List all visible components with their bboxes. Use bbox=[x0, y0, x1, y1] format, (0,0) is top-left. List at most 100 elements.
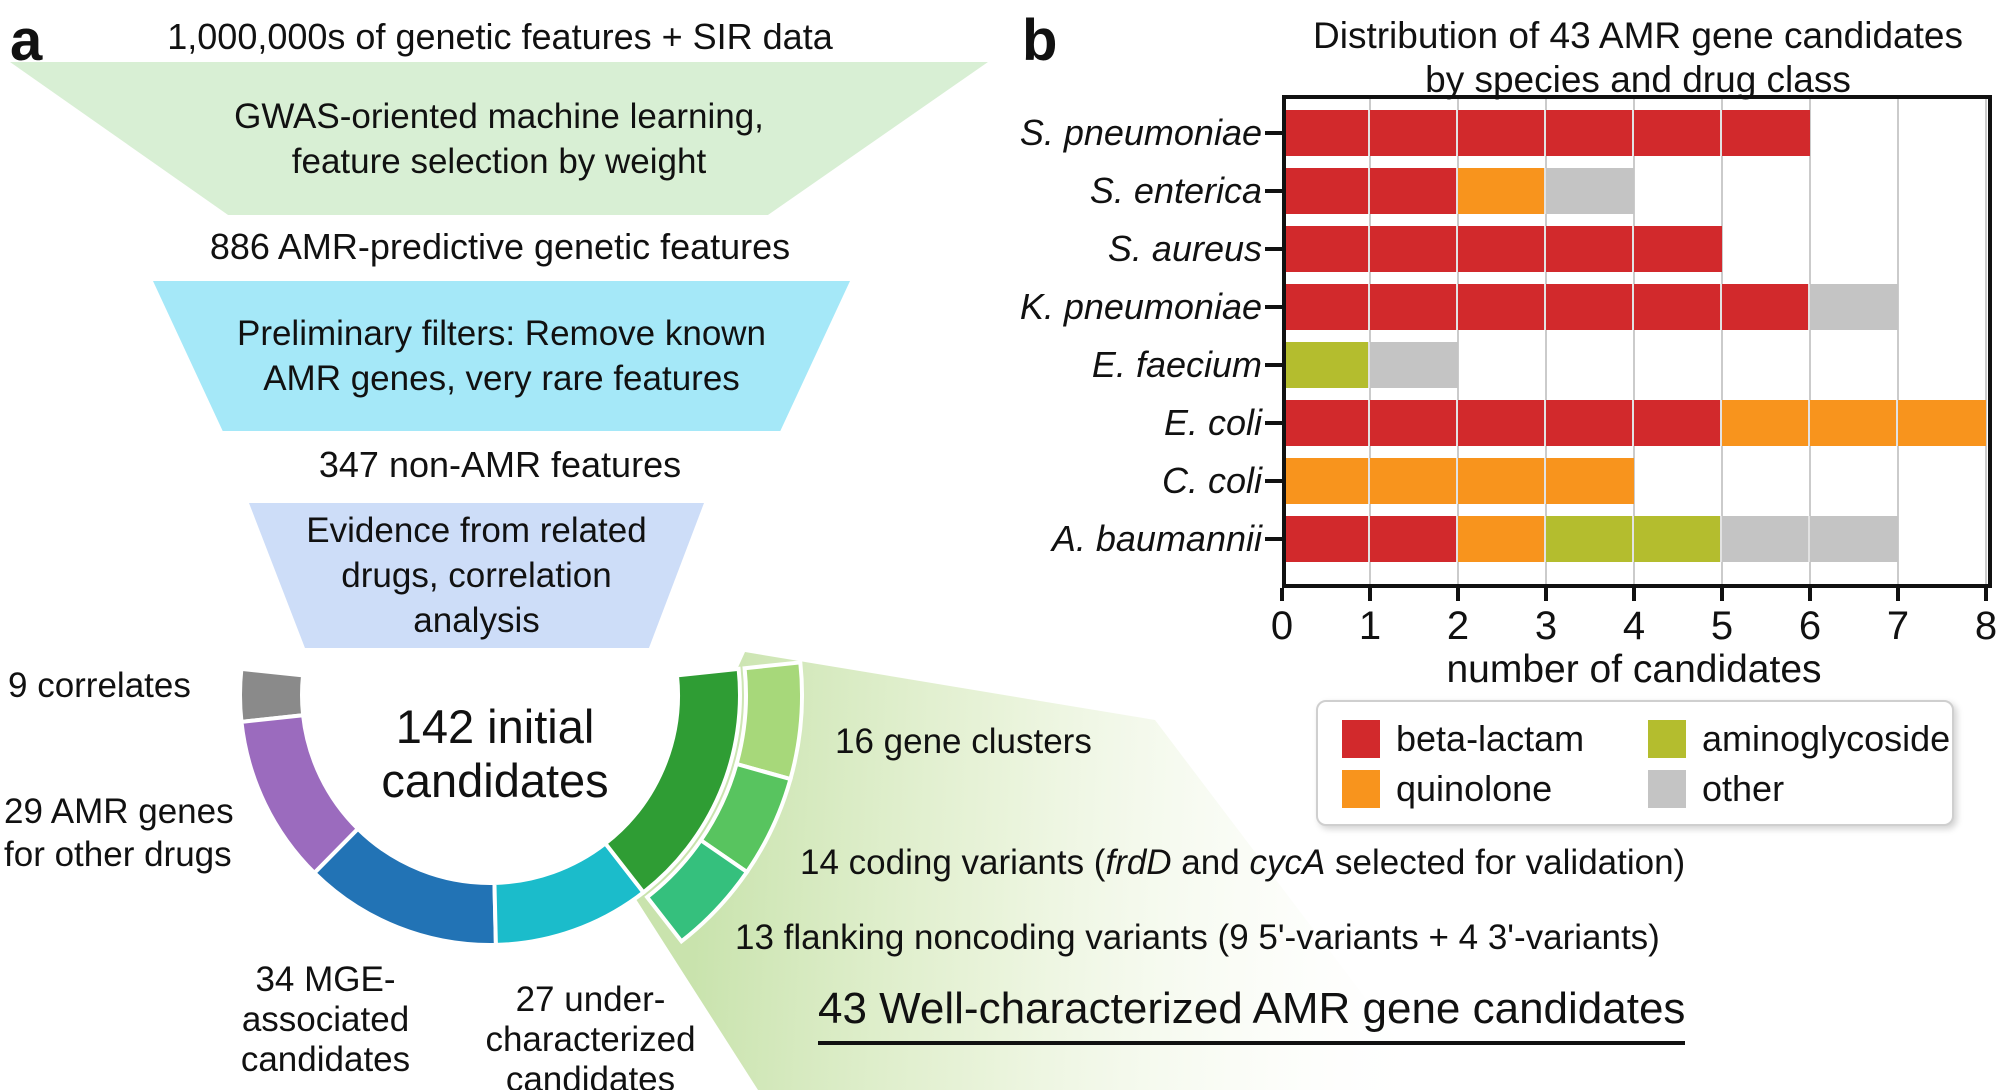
x-tick bbox=[1720, 588, 1724, 601]
bar-segment-quinolone bbox=[1898, 400, 1986, 446]
y-tick bbox=[1265, 479, 1282, 483]
x-tick-label: 6 bbox=[1798, 604, 1822, 648]
gridline bbox=[1897, 99, 1899, 584]
callout-total-candidates: 43 Well-characterized AMR gene candidate… bbox=[818, 984, 1686, 1045]
coding-mid: and bbox=[1171, 843, 1250, 882]
coding-pre: 14 coding variants ( bbox=[800, 843, 1106, 882]
bar-segment-beta-lactam bbox=[1370, 516, 1458, 562]
legend-label: other bbox=[1702, 768, 1785, 809]
bar-segment-beta-lactam bbox=[1282, 110, 1370, 156]
total-candidates-text: 43 Well-characterized AMR gene candidate… bbox=[818, 984, 1686, 1045]
bar-segment-quinolone bbox=[1370, 458, 1458, 504]
x-axis-label: number of candidates bbox=[1446, 648, 1822, 691]
gridline bbox=[1457, 99, 1459, 584]
donut-subslice-16 bbox=[734, 660, 804, 782]
legend-swatch-other bbox=[1648, 770, 1686, 808]
funnel-step-filters: Preliminary filters: Remove known AMR ge… bbox=[153, 281, 850, 431]
gene-frdD: frdD bbox=[1105, 843, 1172, 882]
legend-item-beta-lactam: beta-lactam bbox=[1342, 720, 1584, 758]
bar-segment-beta-lactam bbox=[1282, 168, 1370, 214]
legend-swatch-beta-lactam bbox=[1342, 720, 1380, 758]
y-tick bbox=[1265, 131, 1282, 135]
x-tick bbox=[1896, 588, 1900, 601]
legend-swatch-aminoglycoside bbox=[1648, 720, 1686, 758]
bar-segment-quinolone bbox=[1458, 168, 1546, 214]
x-tick-label: 8 bbox=[1974, 604, 1998, 648]
bar-segment-quinolone bbox=[1458, 458, 1546, 504]
y-tick bbox=[1265, 363, 1282, 367]
bar-segment-other bbox=[1810, 516, 1898, 562]
species-label: E. coli bbox=[1163, 402, 1262, 443]
bar-segment-beta-lactam bbox=[1370, 226, 1458, 272]
bar-segment-other bbox=[1810, 284, 1898, 330]
bar-segment-beta-lactam bbox=[1370, 284, 1458, 330]
bar-segment-beta-lactam bbox=[1722, 284, 1810, 330]
legend-swatch-quinolone bbox=[1342, 770, 1380, 808]
panel-a-label: a bbox=[10, 8, 43, 73]
gridline bbox=[1545, 99, 1547, 584]
bar-segment-beta-lactam bbox=[1282, 284, 1370, 330]
legend-item-other: other bbox=[1648, 770, 1784, 808]
species-label: C. coli bbox=[1161, 460, 1262, 501]
x-tick bbox=[1808, 588, 1812, 601]
stage-text-input: 1,000,000s of genetic features + SIR dat… bbox=[167, 16, 833, 57]
callout-gene-clusters: 16 gene clusters bbox=[835, 722, 1092, 761]
bar-segment-beta-lactam bbox=[1722, 110, 1810, 156]
gridline bbox=[1633, 99, 1635, 584]
bar-segment-beta-lactam bbox=[1458, 226, 1546, 272]
x-tick-label: 2 bbox=[1446, 604, 1470, 648]
bar-segment-beta-lactam bbox=[1458, 400, 1546, 446]
funnel-step-ml-text: GWAS-oriented machine learning, feature … bbox=[234, 96, 764, 181]
callout-flanking-variants: 13 flanking noncoding variants (9 5'-var… bbox=[735, 918, 1660, 957]
funnel-step-evidence-text: Evidence from related drugs, correlation… bbox=[306, 511, 647, 640]
bar-segment-beta-lactam bbox=[1370, 400, 1458, 446]
bar-segment-beta-lactam bbox=[1546, 110, 1634, 156]
x-tick bbox=[1544, 588, 1548, 601]
bar-segment-other bbox=[1546, 168, 1634, 214]
x-tick-label: 5 bbox=[1710, 604, 1734, 648]
funnel-step-evidence: Evidence from related drugs, correlation… bbox=[249, 503, 704, 648]
legend-item-aminoglycoside: aminoglycoside bbox=[1648, 720, 1950, 758]
panel-b-label: b bbox=[1022, 8, 1058, 73]
x-tick bbox=[1368, 588, 1372, 601]
x-tick-label: 7 bbox=[1886, 604, 1910, 648]
donut-label-correlates: 9 correlates bbox=[8, 666, 191, 705]
bar-segment-quinolone bbox=[1810, 400, 1898, 446]
y-tick bbox=[1265, 189, 1282, 193]
callout-coding-variants: 14 coding variants (frdD and cycA select… bbox=[800, 843, 1685, 883]
species-label: A. baumannii bbox=[1051, 518, 1262, 559]
bar-segment-quinolone bbox=[1282, 458, 1370, 504]
x-tick-label: 4 bbox=[1622, 604, 1646, 648]
beam-highlight bbox=[634, 652, 1435, 1090]
bar-segment-beta-lactam bbox=[1458, 284, 1546, 330]
bar-segment-beta-lactam bbox=[1282, 226, 1370, 272]
y-tick bbox=[1265, 247, 1282, 251]
gridline bbox=[1809, 99, 1811, 584]
donut-chart bbox=[238, 660, 804, 947]
funnel-step-filters-text: Preliminary filters: Remove known AMR ge… bbox=[236, 314, 767, 398]
species-label: S. aureus bbox=[1107, 228, 1262, 269]
bar-segment-beta-lactam bbox=[1282, 400, 1370, 446]
gene-cycA: cycA bbox=[1249, 843, 1326, 882]
x-tick-label: 1 bbox=[1358, 604, 1382, 648]
bar-segment-beta-lactam bbox=[1546, 226, 1634, 272]
legend-label: beta-lactam bbox=[1396, 718, 1585, 759]
species-label: K. pneumoniae bbox=[1019, 286, 1262, 327]
donut-subslice-14 bbox=[698, 761, 793, 875]
stage-text-886: 886 AMR-predictive genetic features bbox=[209, 226, 791, 267]
bar-segment-beta-lactam bbox=[1458, 110, 1546, 156]
bar-segment-beta-lactam bbox=[1370, 168, 1458, 214]
x-tick-label: 3 bbox=[1534, 604, 1558, 648]
bar-segment-other bbox=[1370, 342, 1458, 388]
bar-segment-beta-lactam bbox=[1634, 110, 1722, 156]
x-tick bbox=[1280, 588, 1284, 601]
chart-title: Distribution of 43 AMR gene candidates b… bbox=[1313, 15, 1963, 100]
gridline bbox=[1985, 99, 1987, 584]
bar-segment-beta-lactam bbox=[1282, 516, 1370, 562]
x-tick bbox=[1456, 588, 1460, 601]
bar-segment-beta-lactam bbox=[1370, 110, 1458, 156]
bar-segment-beta-lactam bbox=[1546, 400, 1634, 446]
gridline bbox=[1369, 99, 1371, 584]
